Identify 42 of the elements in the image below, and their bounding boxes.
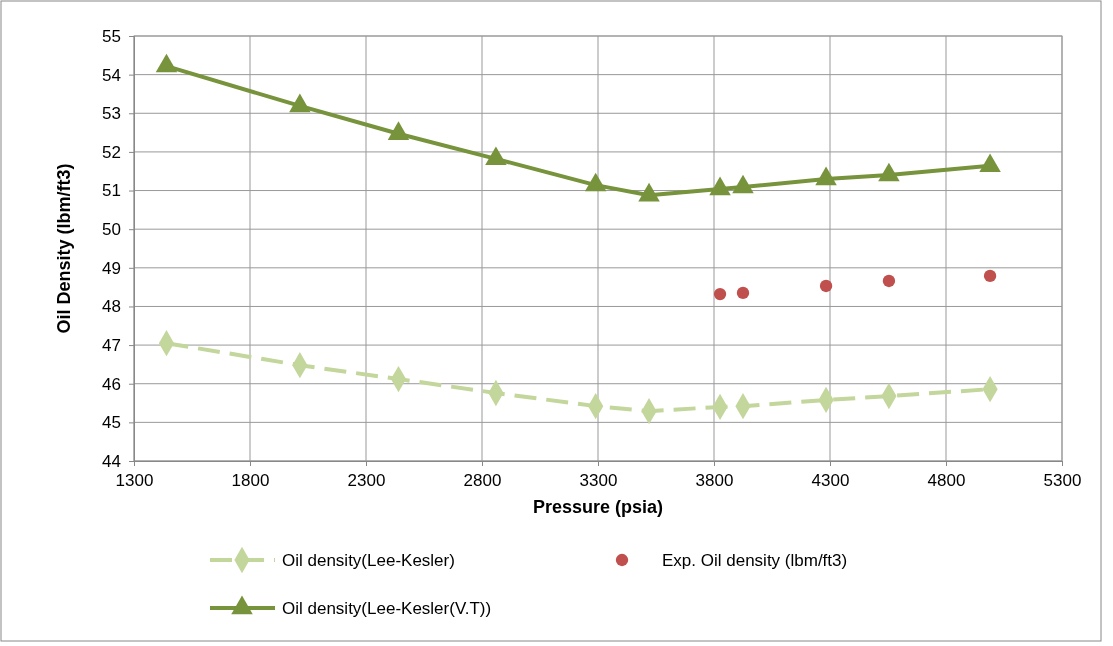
y-tick-label: 54	[102, 65, 121, 85]
point	[485, 146, 507, 166]
y-tick-label: 50	[102, 220, 121, 240]
x-tick-label: 3300	[579, 471, 618, 491]
point	[882, 274, 896, 288]
point	[638, 182, 660, 202]
y-tick-label: 44	[102, 451, 121, 471]
point	[736, 286, 750, 300]
x-tick-label: 4800	[927, 471, 966, 491]
point	[878, 162, 900, 182]
y-tick-label: 46	[102, 374, 121, 394]
x-tick-label: 1800	[231, 471, 270, 491]
x-tick-label: 2800	[463, 471, 502, 491]
x-axis-title: Pressure (psia)	[532, 497, 664, 517]
x-tick-label: 2300	[347, 471, 386, 491]
point	[819, 279, 833, 293]
y-axis-title: Oil Density (lbm/ft3)	[54, 163, 74, 334]
y-tick-label: 53	[102, 104, 121, 124]
point	[709, 176, 731, 196]
point	[732, 174, 754, 194]
legend-label: Oil density(Lee-Kesler)	[282, 551, 455, 570]
legend-label: Exp. Oil density (lbm/ft3)	[662, 551, 848, 570]
x-tick-label: 4300	[811, 471, 850, 491]
point	[289, 93, 311, 113]
point	[983, 269, 997, 283]
x-tick-label: 5300	[1043, 471, 1082, 491]
point	[713, 287, 727, 301]
y-tick-label: 51	[102, 181, 121, 201]
y-tick-label: 52	[102, 142, 121, 162]
point	[979, 153, 1001, 173]
point	[387, 121, 410, 140]
y-tick-label: 45	[102, 413, 121, 433]
y-tick-label: 48	[102, 297, 121, 317]
point	[584, 172, 607, 192]
x-tick-label: 3800	[695, 471, 734, 491]
y-tick-label: 55	[102, 26, 121, 46]
legend-label: Oil density(Lee-Kesler(V.T))	[282, 599, 492, 618]
y-tick-label: 47	[102, 336, 121, 356]
point	[155, 53, 178, 73]
point	[815, 166, 837, 186]
y-tick-label: 49	[102, 258, 121, 278]
x-tick-label: 1300	[115, 471, 154, 491]
